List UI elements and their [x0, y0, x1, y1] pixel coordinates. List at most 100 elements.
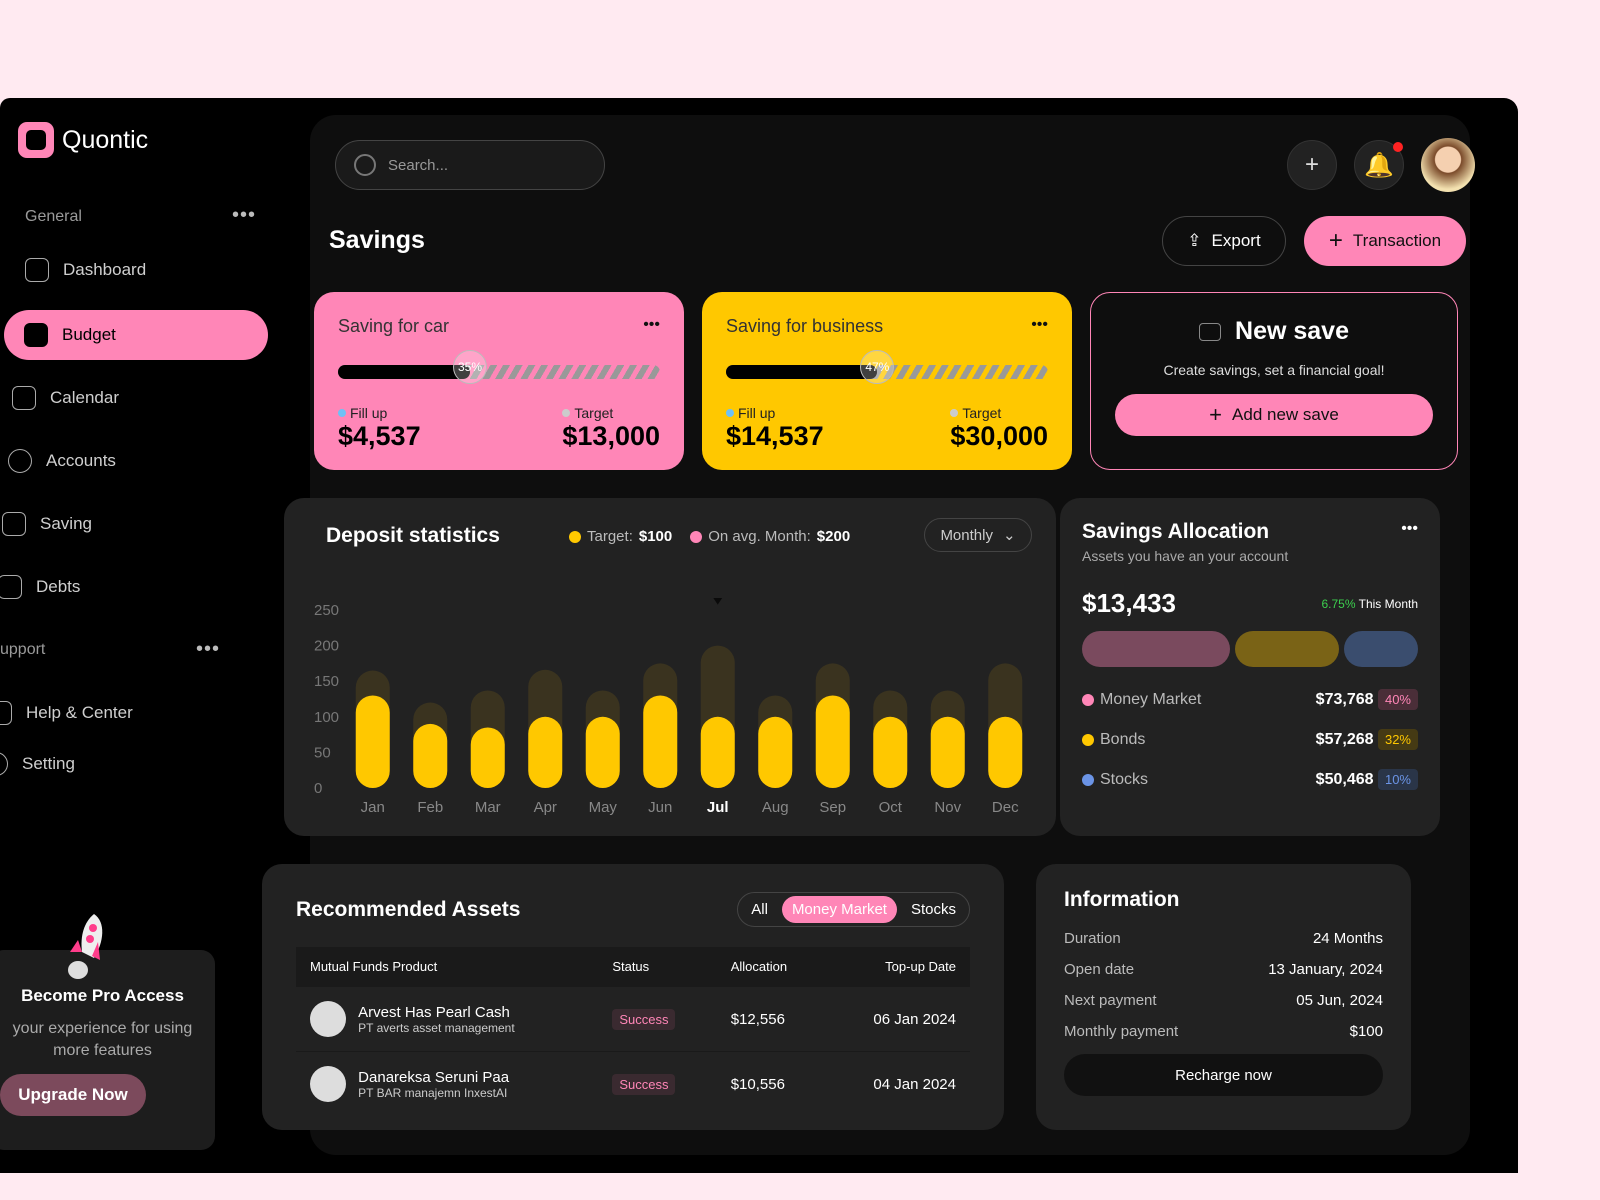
period-select[interactable]: Monthly ⌄ — [924, 518, 1032, 552]
more-icon[interactable]: ••• — [643, 316, 660, 333]
tab-money-market[interactable]: Money Market — [781, 896, 897, 923]
saving-goal-card-car[interactable]: Saving for car ••• 35% Fill up $4,537 Targ… — [314, 292, 684, 470]
table-row[interactable]: Arvest Has Pearl Cash PT averts asset man… — [296, 986, 970, 1052]
legend-target-dot — [569, 530, 581, 543]
sidebar-item-saving[interactable]: Saving — [2, 512, 92, 536]
sidebar-item-setting[interactable]: Setting — [0, 752, 75, 776]
tab-stocks[interactable]: Stocks — [910, 901, 956, 918]
product-company: PT averts asset management — [358, 1020, 515, 1035]
product-name: Arvest Has Pearl Cash — [358, 1003, 510, 1021]
progress-knob[interactable]: 35% — [453, 350, 488, 384]
allocation-segment-bonds — [1235, 631, 1339, 667]
add-button[interactable]: + — [1287, 140, 1337, 190]
more-icon[interactable]: ••• — [1031, 316, 1048, 333]
chevron-down-icon: ⌄ — [1002, 527, 1016, 544]
info-row: Duration 24 Months — [1064, 930, 1383, 947]
legend-avg-value: $200 — [816, 528, 851, 545]
change-percent: 6.75% — [1321, 596, 1356, 611]
item-percent: 32% — [1377, 729, 1418, 750]
x-tick-label: Dec — [992, 799, 1019, 816]
help-icon — [0, 701, 12, 725]
deposit-bar-Jun[interactable] — [643, 695, 678, 788]
sidebar-item-help[interactable]: Help & Center — [0, 701, 133, 725]
label: Accounts — [46, 451, 116, 470]
fill-label: Fill up — [350, 405, 388, 421]
notification-bell-icon[interactable]: 🔔 — [1354, 140, 1404, 190]
support-more-icon[interactable]: ••• — [196, 638, 221, 660]
promo-text: your experience for using — [12, 1020, 193, 1037]
deposit-bar-Dec[interactable] — [988, 716, 1023, 788]
users-icon — [8, 449, 32, 473]
deposit-bar-Jan[interactable] — [355, 695, 390, 788]
legend-dot — [1082, 694, 1094, 706]
deposit-bar-Nov[interactable] — [930, 716, 965, 788]
section-general: General — [25, 208, 82, 225]
progress-knob[interactable]: 47% — [860, 350, 895, 384]
deposit-bar-Feb[interactable] — [413, 723, 448, 788]
section-support: upport — [0, 641, 46, 658]
sidebar-item-accounts[interactable]: Accounts — [8, 449, 116, 473]
sidebar-item-calendar[interactable]: Calendar — [12, 386, 119, 410]
x-tick-label: Nov — [934, 799, 961, 816]
sidebar-item-dashboard[interactable]: Dashboard — [25, 258, 146, 282]
debt-icon — [0, 575, 22, 599]
tab-all[interactable]: All — [751, 901, 768, 918]
new-save-text: Create savings, set a financial goal! — [1163, 362, 1385, 378]
gear-icon — [0, 752, 8, 776]
search-input[interactable]: Search... — [335, 140, 605, 190]
sidebar-item-budget[interactable]: Budget — [4, 310, 268, 360]
search-placeholder: Search... — [388, 156, 449, 174]
add-new-save-button[interactable]: + Add new save — [1115, 394, 1433, 436]
allocation-title: Savings Allocation — [1082, 520, 1270, 543]
col-product: Mutual Funds Product — [296, 947, 599, 987]
export-button[interactable]: ⇪ Export — [1162, 216, 1286, 266]
transaction-button[interactable]: + Transaction — [1304, 216, 1466, 266]
label: Dashboard — [63, 260, 147, 279]
general-more-icon[interactable]: ••• — [232, 204, 257, 226]
status-badge: Success — [612, 1008, 676, 1030]
status-badge: Success — [612, 1073, 676, 1095]
target-amount: $13,000 — [562, 421, 660, 451]
upgrade-now-button[interactable]: Upgrade Now — [0, 1074, 146, 1116]
plus-icon: + — [1328, 227, 1343, 254]
information-panel: Information Duration 24 Months Open date 13… — [1036, 864, 1411, 1130]
topup-date: 04 Jan 2024 — [826, 1051, 970, 1116]
tooltip-pointer — [713, 598, 723, 605]
deposit-bar-May[interactable] — [585, 716, 620, 788]
x-tick-label: Feb — [417, 799, 443, 816]
deposit-bar-chart: 050100150200250JanFebMarAprMayJunJul30kA… — [314, 598, 1023, 816]
item-percent: 40% — [1377, 689, 1418, 710]
saving-goal-card-business[interactable]: Saving for business ••• 47% Fill up $14,53… — [702, 292, 1072, 470]
label: Add new save — [1232, 405, 1339, 424]
change-label: This Month — [1358, 596, 1418, 611]
target-label: Target — [574, 405, 614, 421]
legend-avg: On avg. Month: — [708, 528, 811, 545]
deposit-bar-Mar[interactable] — [470, 727, 505, 788]
deposit-bar-Jul[interactable] — [700, 716, 735, 788]
logo[interactable]: Quontic — [18, 122, 148, 158]
period-value: Monthly — [940, 526, 993, 544]
more-icon[interactable]: ••• — [1401, 520, 1418, 537]
col-allocation: Allocation — [716, 947, 827, 987]
table-row[interactable]: Danareksa Seruni Paa PT BAR manajemn Inxe… — [296, 1051, 970, 1116]
product-name: Danareksa Seruni Paa — [358, 1068, 510, 1086]
sidebar-item-debts[interactable]: Debts — [0, 575, 80, 599]
item-value: $57,268 — [1315, 731, 1374, 748]
target-amount: $30,000 — [950, 421, 1048, 451]
page-title: Savings — [329, 226, 425, 254]
recharge-now-button[interactable]: Recharge now — [1064, 1054, 1383, 1096]
promo-title: Become Pro Access — [21, 986, 184, 1005]
col-date: Top-up Date — [826, 947, 970, 987]
avatar[interactable] — [1421, 138, 1475, 192]
deposit-bar-Sep[interactable] — [815, 695, 850, 788]
logo-icon — [18, 122, 54, 158]
deposit-bar-Oct[interactable] — [873, 716, 908, 788]
allocation-segment-stocks — [1343, 631, 1419, 667]
deposit-bar-Apr[interactable] — [528, 716, 563, 788]
app-name: Quontic — [62, 125, 149, 154]
y-tick-label: 150 — [314, 673, 339, 690]
legend-dot — [1082, 734, 1094, 746]
target-label: Target — [962, 405, 1002, 421]
deposit-bar-Aug[interactable] — [758, 716, 793, 788]
x-tick-label: Jul — [707, 799, 729, 816]
